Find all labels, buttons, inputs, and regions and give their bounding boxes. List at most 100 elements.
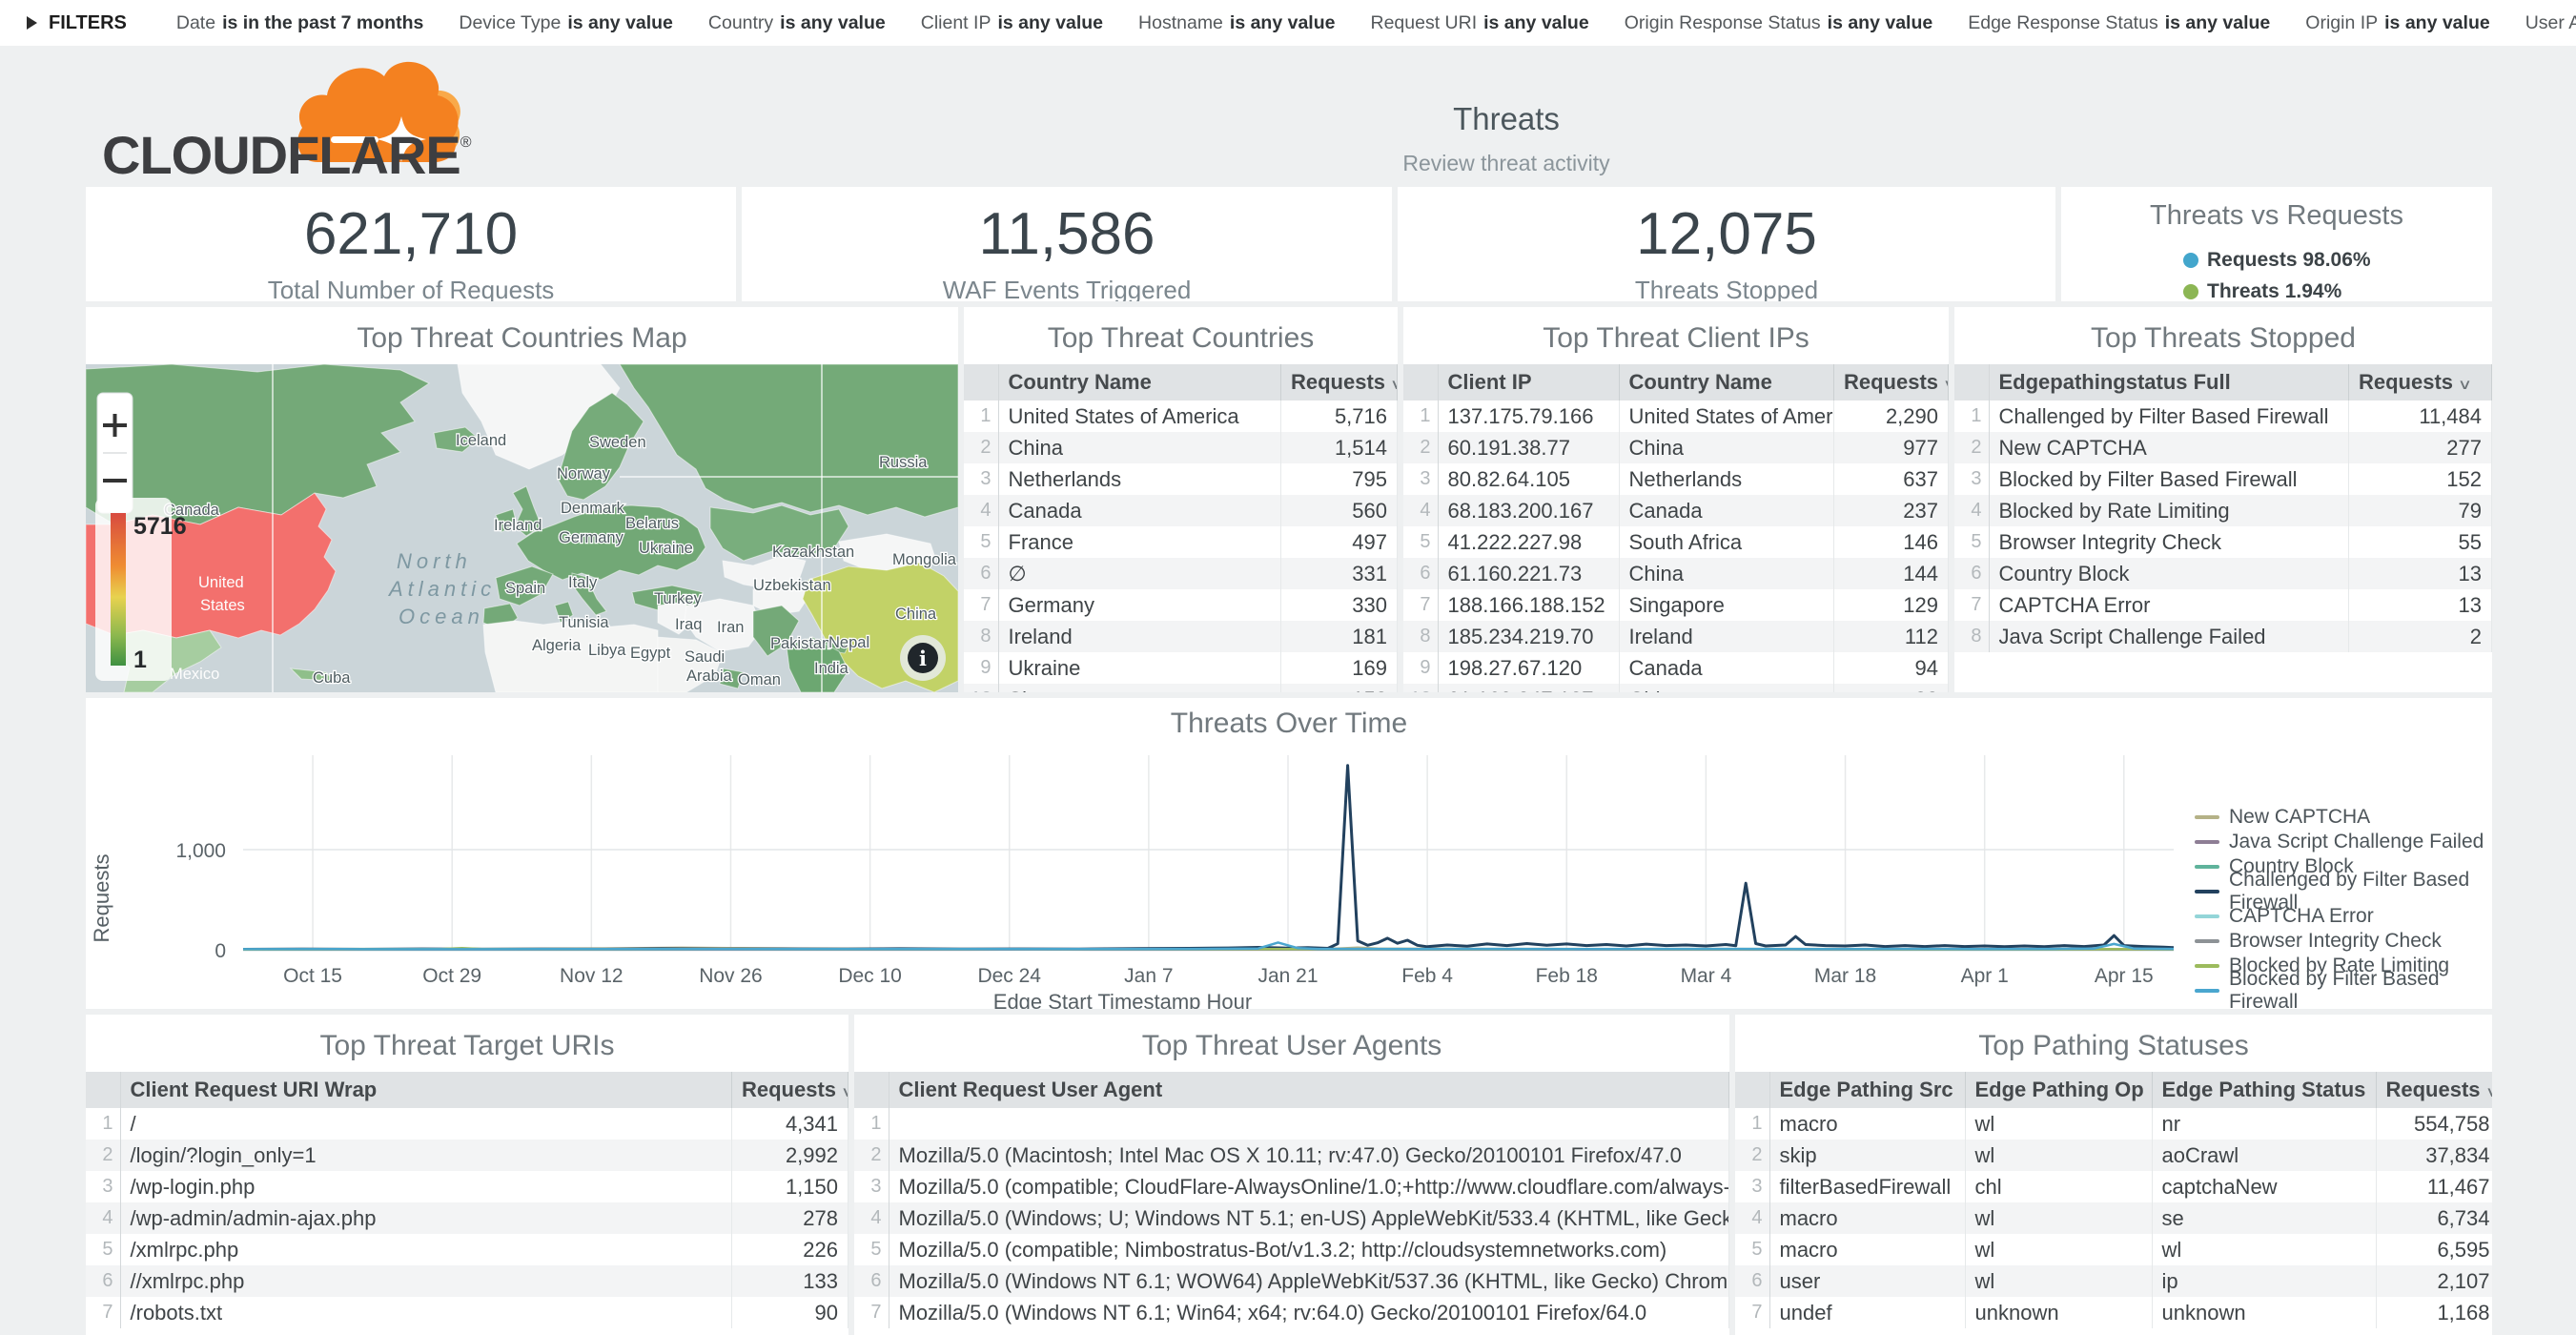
table-cell[interactable]: macro (1769, 1234, 1966, 1265)
table-cell[interactable]: New CAPTCHA (1989, 432, 2349, 463)
table-cell[interactable]: 13 (2348, 589, 2492, 621)
table-cell[interactable]: 795 (1280, 463, 1398, 495)
table-row[interactable]: 3/wp-login.php 1,150 (86, 1171, 848, 1202)
table-row[interactable]: 6 ∅ 331 (964, 558, 1398, 589)
map-country-scandinavia[interactable] (557, 392, 644, 501)
table-cell[interactable]: ip (2152, 1265, 2377, 1297)
map-country-italy[interactable] (571, 572, 607, 616)
world-map[interactable]: Canada United States Mexico Cuba Iceland Irela… (86, 363, 958, 692)
table-cell[interactable]: /robots.txt (120, 1297, 732, 1328)
table-cell[interactable]: 60.191.38.77 (1438, 432, 1620, 463)
table-cell[interactable]: Netherlands (998, 463, 1281, 495)
threats-over-time-chart[interactable]: 0 1,000 Oct 15 Oct 29 Nov 12 Nov 26 Dec 10 Dec … (86, 736, 2492, 1009)
table-row[interactable]: 1 macro wl nr 554,758 (1735, 1108, 2492, 1140)
table-cell[interactable]: chl (1965, 1171, 2153, 1202)
table-row[interactable]: 8 185.234.219.70 Ireland 112 (1403, 621, 1949, 652)
table-cell[interactable]: 331 (1280, 558, 1398, 589)
filters-toggle[interactable]: FILTERS (27, 12, 127, 34)
table-cell[interactable]: Canada (1619, 495, 1834, 526)
table-cell[interactable]: 61.160.247.127 (1438, 684, 1620, 692)
table-cell[interactable]: 13 (2348, 558, 2492, 589)
table-cell[interactable]: 133 (731, 1265, 848, 1297)
table-cell[interactable]: 137.175.79.166 (1438, 400, 1620, 432)
map-country-iraq[interactable] (657, 601, 695, 635)
filter-item[interactable]: Country is any value (708, 12, 886, 34)
table-row[interactable]: 5 France 497 (964, 526, 1398, 558)
table-cell[interactable]: 80.82.64.105 (1438, 463, 1620, 495)
table-cell[interactable]: China (1619, 684, 1834, 692)
map-country-kazakhstan[interactable] (709, 504, 849, 562)
table-header-cell[interactable]: Edge Pathing Src (1769, 1072, 1966, 1108)
map-country-india[interactable] (786, 636, 849, 692)
table-cell[interactable]: Netherlands (1619, 463, 1834, 495)
filter-item[interactable]: Date is in the past 7 months (176, 12, 424, 34)
filter-item[interactable]: Origin Response Status is any value (1625, 12, 1933, 34)
chart-series-line[interactable] (242, 764, 2175, 951)
table-cell[interactable]: Mozilla/5.0 (compatible; CloudFlare-Alwa… (889, 1171, 1729, 1202)
table-row[interactable]: 5 41.222.227.98 South Africa 146 (1403, 526, 1949, 558)
map-country-europe[interactable] (516, 504, 706, 581)
table-row[interactable]: 1/4,341 (86, 1108, 848, 1140)
table-row[interactable]: 2 skip wl aoCrawl 37,834 (1735, 1140, 2492, 1171)
table-cell[interactable]: Mozilla/5.0 (compatible; Nimbostratus-Bo… (889, 1234, 1729, 1265)
table-cell[interactable]: unknown (1965, 1297, 2153, 1328)
table-cell[interactable]: 2,290 (1833, 400, 1949, 432)
table-cell[interactable]: 94 (1833, 652, 1949, 684)
table-row[interactable]: 8 Ireland 181 (964, 621, 1398, 652)
table-cell[interactable]: wl (1965, 1140, 2153, 1171)
table-cell[interactable]: ∅ (998, 558, 1281, 589)
table-cell[interactable]: Mozilla/5.0 (Windows NT 6.1; WOW64) Appl… (889, 1265, 1729, 1297)
table-cell[interactable]: 497 (1280, 526, 1398, 558)
map-country-oman[interactable] (719, 668, 745, 689)
table-row[interactable]: 6 61.160.221.73 China 144 (1403, 558, 1949, 589)
table-row[interactable]: 4 macro wl se 6,734 (1735, 1202, 2492, 1234)
table-cell[interactable]: 2,992 (731, 1140, 848, 1171)
table-header-cell[interactable]: Edge Pathing Op (1965, 1072, 2153, 1108)
table-row[interactable]: 3 Netherlands 795 (964, 463, 1398, 495)
table-row[interactable]: 9 Ukraine 169 (964, 652, 1398, 684)
table-row[interactable]: 5 Browser Integrity Check 55 (1954, 526, 2492, 558)
table-cell[interactable]: 226 (731, 1234, 848, 1265)
table-cell[interactable]: Singapore (998, 684, 1281, 692)
table-cell[interactable]: 330 (1280, 589, 1398, 621)
table-row[interactable]: 10Singapore158 (964, 684, 1398, 692)
table-cell[interactable]: Browser Integrity Check (1989, 526, 2349, 558)
table-header-cell[interactable]: Requests∨ (1833, 364, 1949, 400)
table-cell[interactable]: 1,168 (2376, 1297, 2492, 1328)
table-cell[interactable]: 4,341 (731, 1108, 848, 1140)
chart-legend-item[interactable]: Browser Integrity Check (2195, 929, 2492, 954)
table-header-cell[interactable]: Client IP (1438, 364, 1620, 400)
table-cell[interactable]: 237 (1833, 495, 1949, 526)
table-row[interactable]: 6//xmlrpc.php 133 (86, 1265, 848, 1297)
filter-item[interactable]: Hostname is any value (1138, 12, 1335, 34)
table-cell[interactable]: 112 (1833, 621, 1949, 652)
table-cell[interactable]: 37,834 (2376, 1140, 2492, 1171)
table-cell[interactable]: 2 (2348, 621, 2492, 652)
table-header-cell[interactable]: Requests∨ (2376, 1072, 2492, 1108)
table-cell[interactable]: 1,514 (1280, 432, 1398, 463)
table-row[interactable]: 2 China 1,514 (964, 432, 1398, 463)
table-cell[interactable]: Java Script Challenge Failed (1989, 621, 2349, 652)
table-cell[interactable]: //xmlrpc.php (120, 1265, 732, 1297)
filter-item[interactable]: User Agentis any value (2525, 12, 2576, 34)
table-cell[interactable]: 560 (1280, 495, 1398, 526)
table-cell[interactable]: 146 (1833, 526, 1949, 558)
table-cell[interactable]: 158 (1280, 684, 1398, 692)
map-country-ireland[interactable] (495, 508, 518, 533)
table-cell[interactable]: 55 (2348, 526, 2492, 558)
map-country-iceland[interactable] (433, 426, 480, 453)
table-cell[interactable]: 185.234.219.70 (1438, 621, 1620, 652)
chart-legend-item[interactable]: Country Block (2195, 854, 2492, 879)
chart-series-line[interactable] (242, 941, 2175, 951)
chart-legend-item[interactable]: Blocked by Rate Limiting (2195, 954, 2492, 978)
table-cell[interactable]: wl (1965, 1265, 2153, 1297)
table-row[interactable]: 7/robots.txt 90 (86, 1297, 848, 1328)
table-cell[interactable]: 11,484 (2348, 400, 2492, 432)
table-cell[interactable]: United States of America (1619, 400, 1834, 432)
table-cell[interactable]: Blocked by Filter Based Firewall (1989, 463, 2349, 495)
table-cell[interactable]: /xmlrpc.php (120, 1234, 732, 1265)
table-header-cell[interactable]: Requests∨ (731, 1072, 848, 1108)
map-country-iran[interactable] (684, 598, 764, 652)
table-cell[interactable]: wl (1965, 1108, 2153, 1140)
